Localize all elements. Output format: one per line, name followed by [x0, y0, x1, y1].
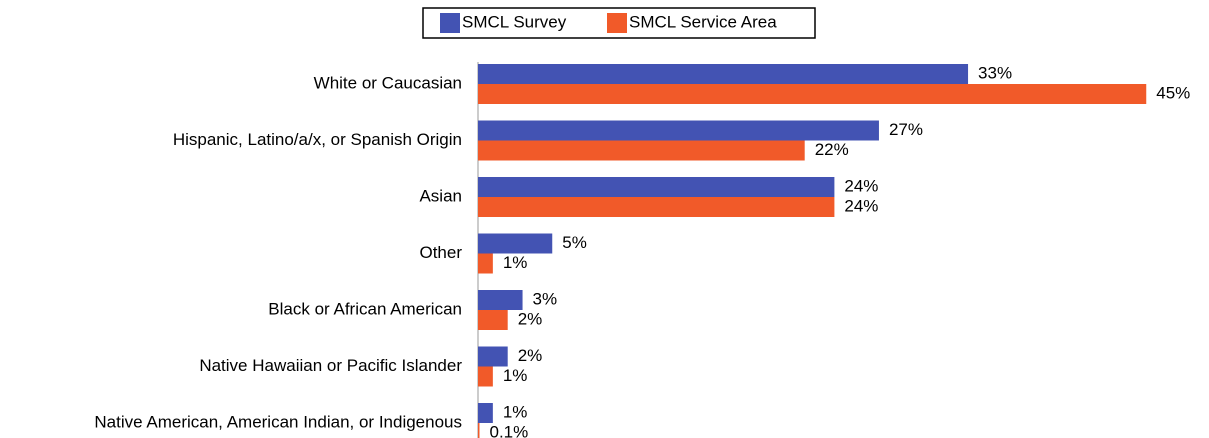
bar: [478, 197, 835, 217]
bar: [478, 403, 493, 423]
value-label: 1%: [503, 402, 528, 421]
value-label: 22%: [815, 140, 849, 159]
bar: [478, 140, 805, 161]
category-label: Hispanic, Latino/a/x, or Spanish Origin: [173, 130, 462, 149]
value-label: 24%: [844, 176, 878, 195]
value-label: 33%: [978, 63, 1012, 82]
value-label: 2%: [518, 309, 543, 328]
bar: [478, 423, 480, 438]
bar: [478, 120, 879, 141]
legend-swatch: [440, 13, 460, 33]
bar: [478, 233, 553, 254]
value-label: 2%: [518, 346, 543, 365]
legend-label: SMCL Service Area: [629, 12, 777, 31]
value-label: 1%: [503, 366, 528, 385]
bar: [478, 310, 508, 330]
legend-label: SMCL Survey: [462, 12, 567, 31]
bar: [478, 64, 969, 84]
bar: [478, 84, 1147, 104]
category-label: Black or African American: [268, 299, 462, 318]
category-label: Other: [419, 243, 462, 262]
value-label: 27%: [889, 120, 923, 139]
category-label: Asian: [419, 186, 462, 205]
bar: [478, 177, 835, 197]
value-label: 1%: [503, 253, 528, 272]
category-label: Native Hawaiian or Pacific Islander: [199, 356, 462, 375]
value-label: 3%: [533, 289, 558, 308]
bar: [478, 366, 493, 387]
bar: [478, 346, 508, 367]
bar: [478, 253, 493, 274]
bar: [478, 290, 523, 310]
legend-swatch: [607, 13, 627, 33]
value-label: 45%: [1156, 83, 1190, 102]
category-label: Native American, American Indian, or Ind…: [94, 412, 462, 431]
value-label: 0.1%: [489, 422, 528, 438]
category-label: White or Caucasian: [314, 73, 462, 92]
value-label: 5%: [562, 233, 587, 252]
value-label: 24%: [844, 196, 878, 215]
